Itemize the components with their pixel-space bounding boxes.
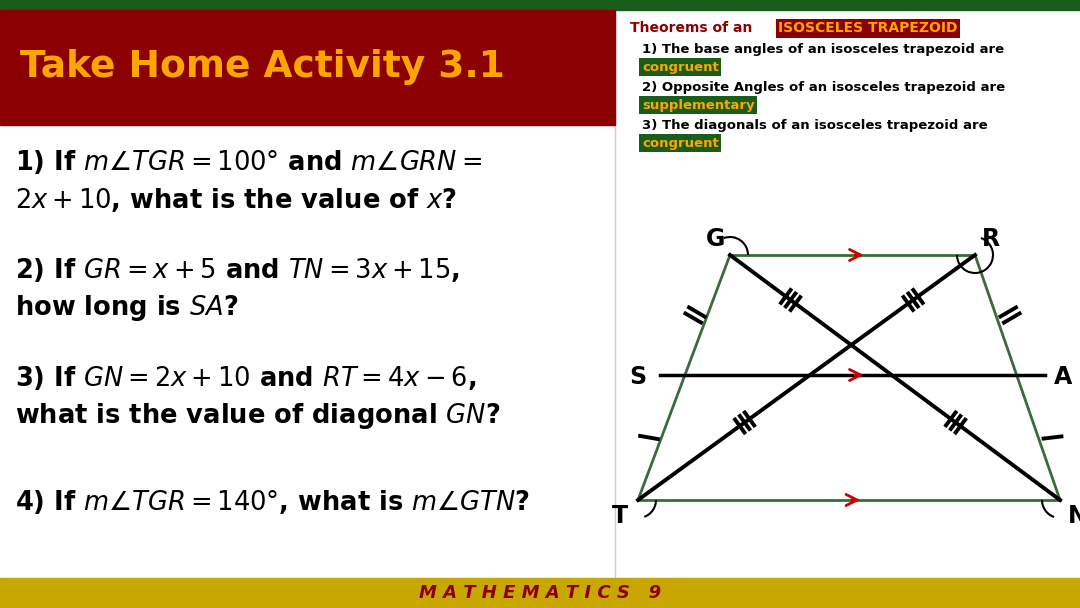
Text: 1) The base angles of an isosceles trapezoid are: 1) The base angles of an isosceles trape…	[642, 44, 1004, 57]
Text: what is the value of diagonal $GN$?: what is the value of diagonal $GN$?	[15, 401, 500, 431]
Text: T: T	[612, 504, 629, 528]
Bar	[0, 10, 615, 125]
Text: Take Home Activity 3.1: Take Home Activity 3.1	[21, 49, 504, 85]
Bar	[0, 0, 1080, 10]
Bar	[0, 578, 1080, 608]
Text: 2) If $GR = x + 5$ and $TN = 3x + 15$,: 2) If $GR = x + 5$ and $TN = 3x + 15$,	[15, 256, 460, 284]
Text: 3) If $GN = 2x + 10$ and $RT = 4x-6$,: 3) If $GN = 2x + 10$ and $RT = 4x-6$,	[15, 364, 476, 392]
Text: 4) If $m\angle TGR = 140°$, what is $m\angle GTN$?: 4) If $m\angle TGR = 140°$, what is $m\a…	[15, 488, 530, 516]
Text: G: G	[706, 227, 726, 251]
Text: R: R	[982, 227, 1000, 251]
Text: supplementary: supplementary	[642, 98, 755, 111]
Text: M A T H E M A T I C S   9: M A T H E M A T I C S 9	[419, 584, 661, 602]
Text: .: .	[744, 98, 750, 111]
Text: how long is $SA$?: how long is $SA$?	[15, 293, 239, 323]
Text: ISOSCELES TRAPEZOID: ISOSCELES TRAPEZOID	[778, 21, 958, 35]
Text: :: :	[939, 21, 944, 35]
Text: 1) If $m\angle TGR = 100°$ and $m\angle GRN =$: 1) If $m\angle TGR = 100°$ and $m\angle …	[15, 148, 482, 176]
Text: congruent: congruent	[642, 61, 719, 74]
Text: A: A	[1054, 365, 1072, 389]
Text: .: .	[716, 61, 721, 74]
Text: .: .	[716, 137, 721, 150]
Text: 2) Opposite Angles of an isosceles trapezoid are: 2) Opposite Angles of an isosceles trape…	[642, 81, 1005, 94]
Text: $2x + 10$, what is the value of $x$?: $2x + 10$, what is the value of $x$?	[15, 186, 457, 214]
Text: congruent: congruent	[642, 137, 719, 150]
Text: 3) The diagonals of an isosceles trapezoid are: 3) The diagonals of an isosceles trapezo…	[642, 120, 987, 133]
Text: S: S	[630, 365, 647, 389]
Text: N: N	[1068, 504, 1080, 528]
Text: Theorems of an: Theorems of an	[630, 21, 757, 35]
